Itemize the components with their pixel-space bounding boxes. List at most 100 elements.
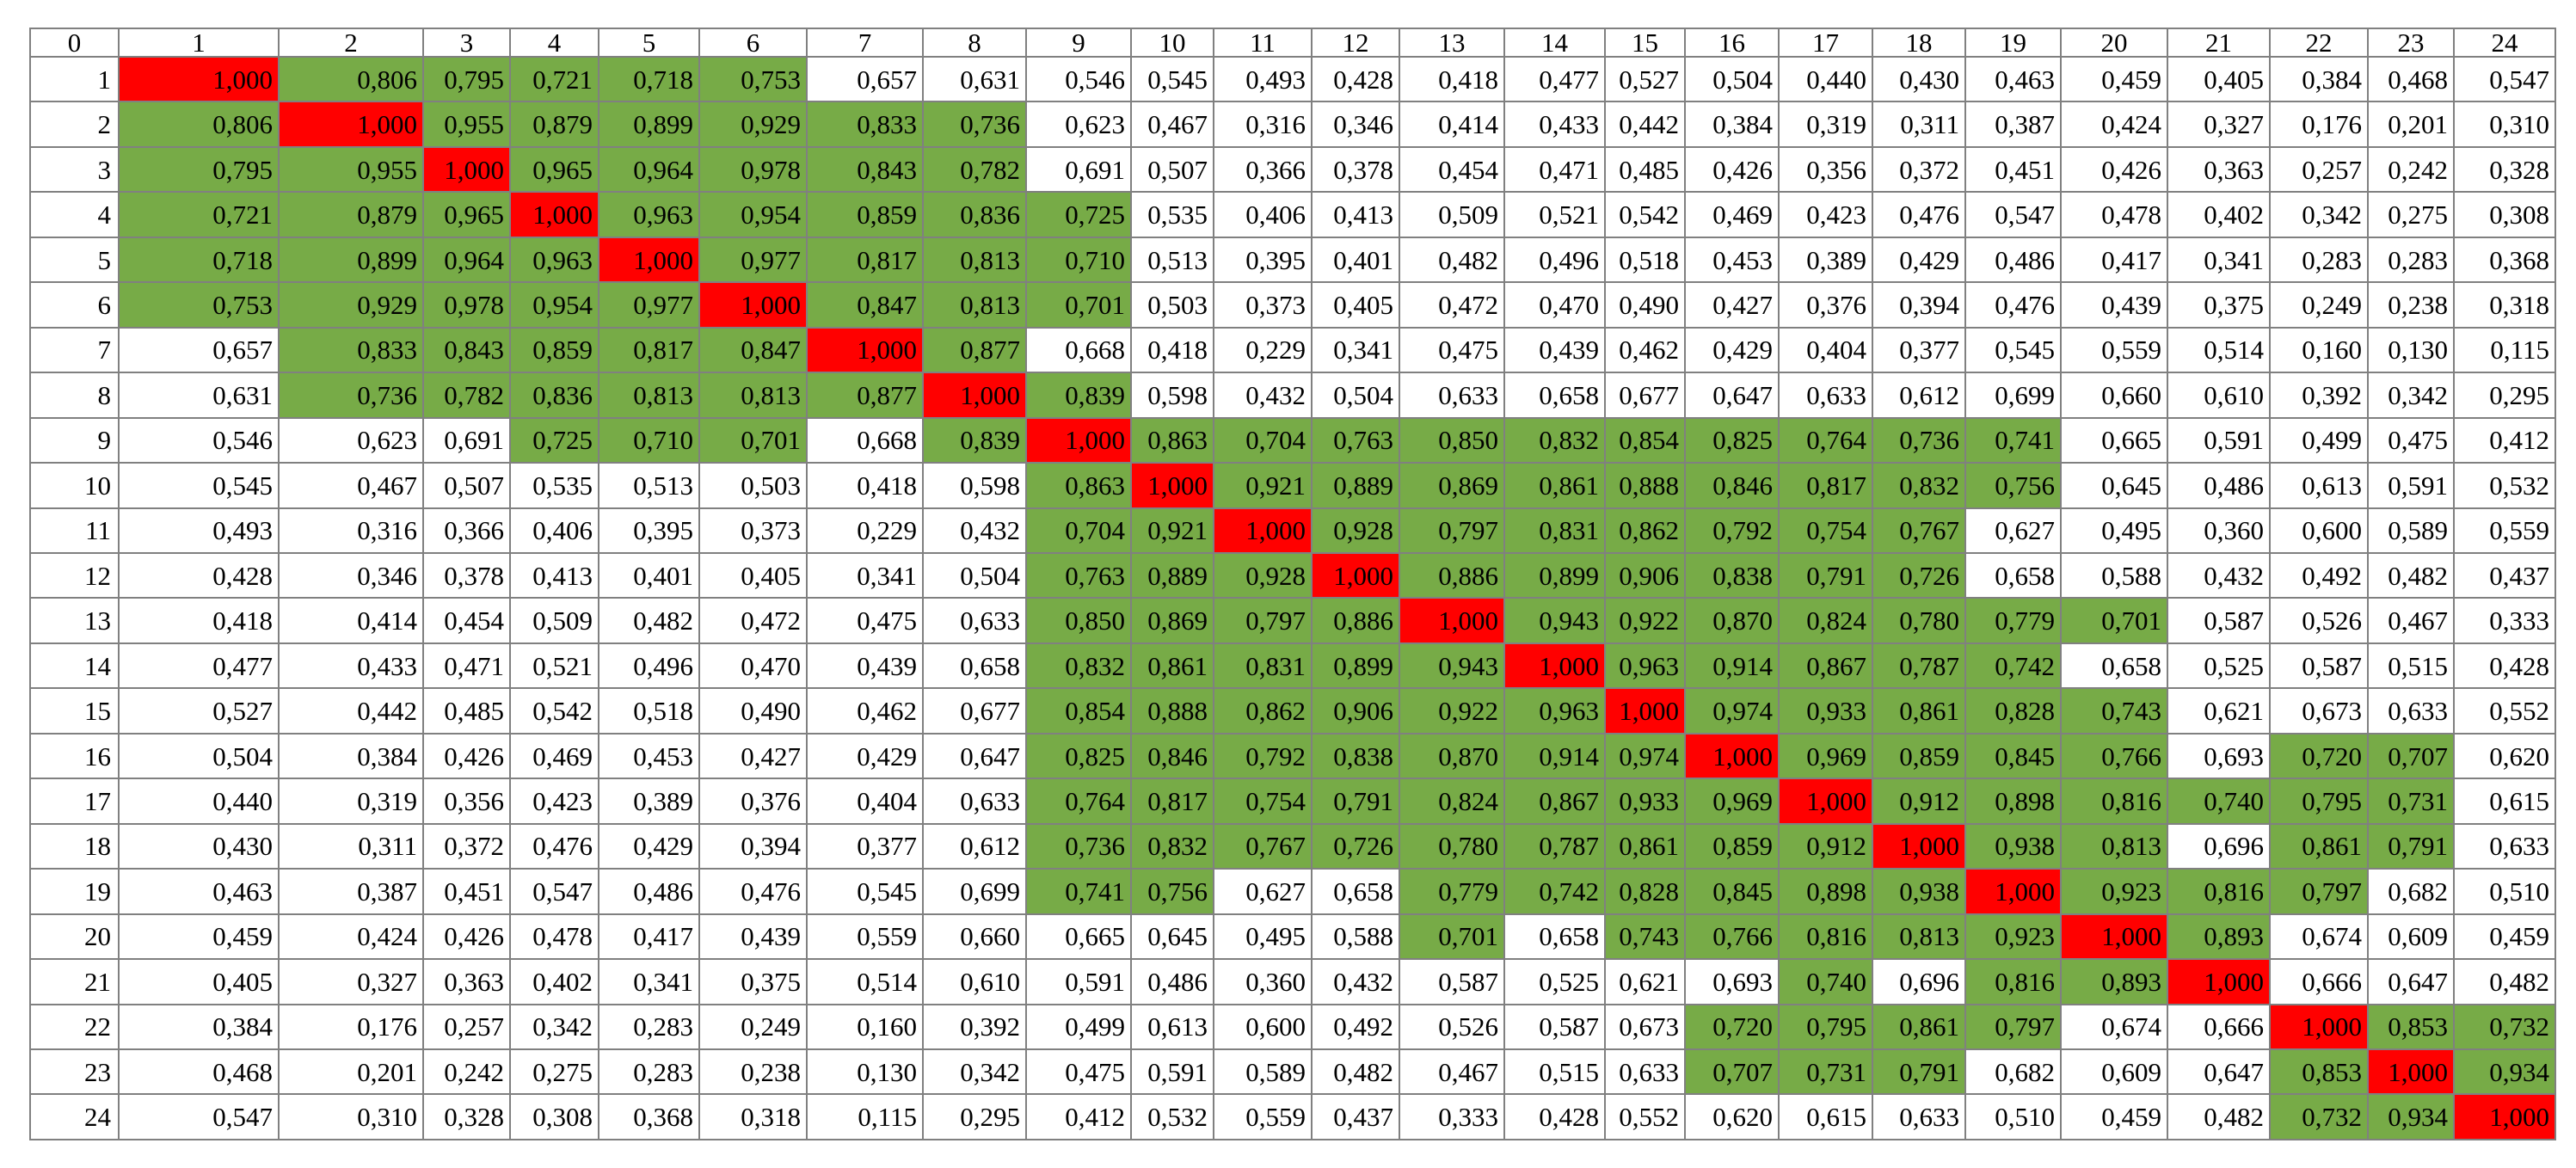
- highlighted-cell: 0,938: [1964, 822, 2062, 870]
- table-cell: 0,440: [1778, 55, 1873, 103]
- table-cell: 0,417: [2060, 236, 2168, 284]
- table-cell: 0,600: [2269, 507, 2369, 554]
- table-cell: 0,647: [2367, 958, 2455, 1005]
- highlighted-cell: 0,743: [2060, 687, 2168, 735]
- highlighted-cell: 0,740: [2167, 778, 2271, 825]
- row-header: 10: [29, 462, 120, 509]
- table-cell: 0,525: [2167, 642, 2271, 690]
- table-cell: 0,394: [1872, 281, 1966, 329]
- table-cell: 0,249: [2269, 281, 2369, 329]
- highlighted-cell: 0,847: [806, 281, 924, 329]
- table-cell: 0,319: [1778, 101, 1873, 148]
- table-cell: 0,645: [1130, 913, 1214, 961]
- highlighted-cell: 0,870: [1684, 597, 1780, 644]
- table-cell: 0,283: [2367, 236, 2455, 284]
- highlighted-cell: 0,726: [1311, 822, 1400, 870]
- table-cell: 0,423: [509, 778, 599, 825]
- table-cell: 0,406: [509, 507, 599, 554]
- table-cell: 0,442: [278, 687, 424, 735]
- highlighted-cell: 0,791: [2367, 822, 2455, 870]
- highlighted-cell: 0,912: [1778, 822, 1873, 870]
- highlighted-cell: 0,816: [2167, 868, 2271, 915]
- table-cell: 0,454: [1399, 145, 1505, 194]
- column-header: 4: [509, 28, 599, 58]
- highlighted-cell: 0,817: [806, 236, 924, 284]
- table-cell: 0,658: [1503, 372, 1606, 419]
- highlighted-cell: 0,754: [1778, 507, 1873, 554]
- table-cell: 0,546: [118, 416, 280, 464]
- table-cell: 0,377: [1872, 326, 1966, 374]
- table-cell: 0,545: [1964, 326, 2062, 374]
- table-cell: 0,542: [1604, 191, 1686, 238]
- table-cell: 0,699: [922, 868, 1027, 915]
- table-cell: 0,658: [922, 642, 1027, 690]
- table-cell: 0,600: [1213, 1003, 1313, 1050]
- table-cell: 0,665: [1025, 913, 1132, 961]
- table-cell: 0,467: [1130, 101, 1214, 148]
- table-cell: 0,238: [698, 1048, 808, 1096]
- table-cell: 0,657: [118, 326, 280, 374]
- table-cell: 0,587: [2167, 597, 2271, 644]
- table-cell: 0,316: [278, 507, 424, 554]
- column-header: 14: [1503, 28, 1606, 58]
- highlighted-cell: 0,721: [118, 191, 280, 238]
- highlighted-cell: 0,912: [1872, 778, 1966, 825]
- row-header: 15: [29, 687, 120, 735]
- highlighted-cell: 0,899: [1503, 551, 1606, 599]
- highlighted-cell: 0,954: [698, 191, 808, 238]
- highlighted-cell: 0,813: [922, 236, 1027, 284]
- highlighted-cell: 0,933: [1604, 778, 1686, 825]
- table-cell: 0,658: [1503, 913, 1606, 961]
- table-cell: 0,376: [1778, 281, 1873, 329]
- highlighted-cell: 0,863: [1130, 416, 1214, 464]
- table-cell: 0,633: [1778, 372, 1873, 419]
- table-cell: 0,229: [1213, 326, 1313, 374]
- table-cell: 0,427: [698, 732, 808, 780]
- table-cell: 0,475: [1025, 1048, 1132, 1096]
- table-cell: 0,647: [1684, 372, 1780, 419]
- table-cell: 0,413: [1311, 191, 1400, 238]
- highlighted-cell: 0,978: [698, 145, 808, 194]
- table-row: 1 1,000 0,806 0,795 0,721 0,718 0,753 0,657 0,63…: [29, 55, 2556, 103]
- highlighted-cell: 0,839: [922, 416, 1027, 464]
- highlighted-cell: 0,732: [2453, 1003, 2556, 1050]
- table-cell: 0,437: [2453, 551, 2556, 599]
- row-header: 13: [29, 597, 120, 644]
- table-cell: 0,433: [1503, 101, 1606, 148]
- table-cell: 0,360: [2167, 507, 2271, 554]
- highlighted-cell: 0,710: [1025, 236, 1132, 284]
- table-cell: 0,477: [1503, 55, 1606, 103]
- diagonal-cell: 1,000: [1130, 462, 1214, 509]
- highlighted-cell: 0,797: [1399, 507, 1505, 554]
- table-cell: 0,535: [1130, 191, 1214, 238]
- highlighted-cell: 0,861: [1872, 687, 1966, 735]
- table-cell: 0,610: [2167, 372, 2271, 419]
- table-cell: 0,341: [2167, 236, 2271, 284]
- highlighted-cell: 0,977: [598, 281, 700, 329]
- highlighted-cell: 0,731: [1778, 1048, 1873, 1096]
- table-cell: 0,598: [922, 462, 1027, 509]
- highlighted-cell: 0,767: [1213, 822, 1313, 870]
- table-cell: 0,346: [278, 551, 424, 599]
- diagonal-cell: 1,000: [1025, 416, 1132, 464]
- correlation-matrix-table: 0 1 2 3 4 5 6 7 8 9 10 11 12 13 14 15 16 17 18 19 20 21 22 23 24…: [29, 28, 2556, 1140]
- table-cell: 0,633: [922, 597, 1027, 644]
- highlighted-cell: 0,767: [1872, 507, 1966, 554]
- highlighted-cell: 0,862: [1604, 507, 1686, 554]
- table-cell: 0,378: [422, 551, 511, 599]
- table-cell: 0,514: [806, 958, 924, 1005]
- table-cell: 0,363: [422, 958, 511, 1005]
- highlighted-cell: 0,861: [1604, 822, 1686, 870]
- table-cell: 0,633: [1604, 1048, 1686, 1096]
- table-cell: 0,405: [2167, 55, 2271, 103]
- table-cell: 0,319: [278, 778, 424, 825]
- table-cell: 0,342: [2367, 372, 2455, 419]
- highlighted-cell: 0,867: [1503, 778, 1606, 825]
- column-header: 11: [1213, 28, 1313, 58]
- table-cell: 0,615: [1778, 1093, 1873, 1140]
- highlighted-cell: 0,861: [1872, 1003, 1966, 1050]
- row-header: 24: [29, 1093, 120, 1140]
- table-row: 9 0,546 0,623 0,691 0,725 0,710 0,701 0,668 0,83…: [29, 416, 2556, 464]
- table-cell: 0,525: [1503, 958, 1606, 1005]
- highlighted-cell: 0,888: [1604, 462, 1686, 509]
